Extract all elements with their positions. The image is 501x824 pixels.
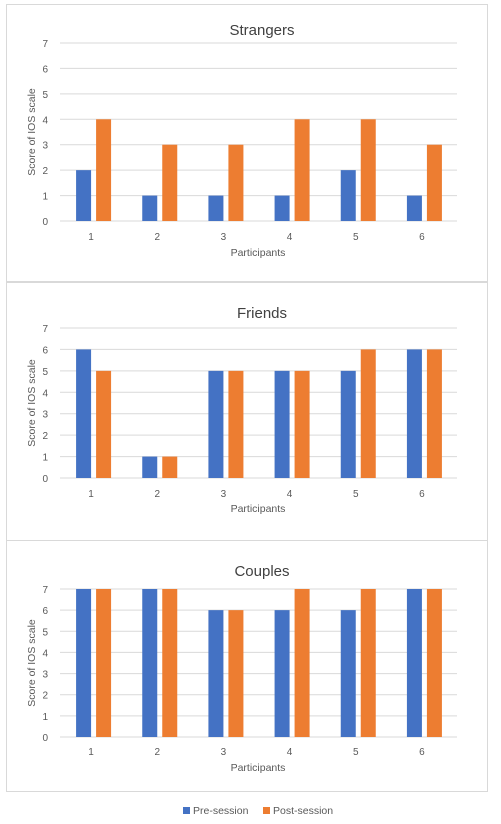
x-tick-label: 5	[353, 747, 359, 758]
bar-pre-session	[142, 456, 158, 478]
bar-pre-session	[340, 370, 356, 478]
chart-title: Couples	[234, 563, 289, 580]
x-tick-label: 5	[353, 489, 359, 500]
x-tick-label: 6	[419, 747, 425, 758]
bar-pre-session	[142, 195, 158, 221]
chart-panel-1	[6, 4, 488, 282]
x-tick-label: 1	[88, 232, 94, 243]
bar-post-session	[294, 589, 310, 737]
bar-post-session	[228, 144, 244, 221]
y-tick-label: 5	[42, 367, 48, 378]
legend-swatch-pre-session	[183, 807, 190, 814]
y-tick-label: 7	[42, 39, 48, 50]
bar-post-session	[96, 370, 112, 478]
y-tick-label: 3	[42, 670, 48, 681]
x-tick-label: 3	[221, 489, 227, 500]
y-axis-label: Score of IOS scale	[26, 359, 38, 447]
bar-post-session	[228, 610, 244, 737]
y-tick-label: 2	[42, 691, 48, 702]
x-tick-label: 1	[88, 747, 94, 758]
y-tick-label: 7	[42, 585, 48, 596]
bar-pre-session	[76, 170, 92, 221]
chart-title: Strangers	[229, 22, 294, 39]
bar-pre-session	[274, 195, 290, 221]
x-axis-label: Participants	[231, 247, 286, 259]
y-tick-label: 0	[42, 733, 48, 744]
bar-pre-session	[142, 589, 158, 737]
bar-pre-session	[340, 170, 356, 221]
y-tick-label: 7	[42, 324, 48, 335]
bar-post-session	[294, 370, 310, 478]
y-tick-label: 6	[42, 345, 48, 356]
y-axis-label: Score of IOS scale	[26, 619, 38, 707]
x-tick-label: 2	[154, 489, 160, 500]
x-tick-label: 1	[88, 489, 94, 500]
bar-post-session	[162, 144, 178, 221]
bar-post-session	[228, 370, 244, 478]
bar-pre-session	[406, 349, 422, 478]
x-tick-label: 6	[419, 232, 425, 243]
bar-post-session	[162, 456, 178, 478]
bar-post-session	[426, 589, 442, 737]
y-tick-label: 4	[42, 115, 48, 126]
x-tick-label: 3	[221, 747, 227, 758]
bar-post-session	[294, 119, 310, 221]
x-tick-label: 6	[419, 489, 425, 500]
x-tick-label: 2	[154, 747, 160, 758]
x-tick-label: 4	[287, 747, 293, 758]
y-tick-label: 0	[42, 217, 48, 228]
bar-post-session	[426, 349, 442, 478]
y-tick-label: 2	[42, 166, 48, 177]
x-axis-label: Participants	[231, 762, 286, 774]
bar-pre-session	[208, 610, 224, 737]
y-tick-label: 3	[42, 141, 48, 152]
bar-post-session	[360, 349, 376, 478]
bar-post-session	[360, 119, 376, 221]
bar-pre-session	[274, 610, 290, 737]
bar-pre-session	[274, 370, 290, 478]
bar-pre-session	[76, 589, 92, 737]
y-tick-label: 0	[42, 474, 48, 485]
y-tick-label: 6	[42, 64, 48, 75]
x-tick-label: 4	[287, 489, 293, 500]
x-tick-label: 2	[154, 232, 160, 243]
y-tick-label: 1	[42, 453, 48, 464]
bar-pre-session	[208, 370, 224, 478]
y-tick-label: 5	[42, 627, 48, 638]
y-tick-label: 1	[42, 712, 48, 723]
legend-label-pre-session: Pre-session	[193, 805, 249, 817]
bar-post-session	[360, 589, 376, 737]
y-tick-label: 2	[42, 431, 48, 442]
x-axis-label: Participants	[231, 503, 286, 515]
legend-label-post-session: Post-session	[273, 805, 333, 817]
chart-title: Friends	[237, 305, 287, 322]
bar-post-session	[426, 144, 442, 221]
x-tick-label: 4	[287, 232, 293, 243]
y-axis-label: Score of IOS scale	[26, 88, 38, 176]
y-tick-label: 4	[42, 388, 48, 399]
y-tick-label: 3	[42, 410, 48, 421]
y-tick-label: 5	[42, 90, 48, 101]
x-tick-label: 5	[353, 232, 359, 243]
bar-pre-session	[76, 349, 92, 478]
y-tick-label: 1	[42, 192, 48, 203]
x-tick-label: 3	[221, 232, 227, 243]
y-tick-label: 6	[42, 606, 48, 617]
bar-post-session	[96, 589, 112, 737]
bar-post-session	[162, 589, 178, 737]
bar-post-session	[96, 119, 112, 221]
bar-pre-session	[406, 195, 422, 221]
legend-swatch-post-session	[263, 807, 270, 814]
bar-pre-session	[208, 195, 224, 221]
bar-pre-session	[340, 610, 356, 737]
bar-pre-session	[406, 589, 422, 737]
y-tick-label: 4	[42, 648, 48, 659]
